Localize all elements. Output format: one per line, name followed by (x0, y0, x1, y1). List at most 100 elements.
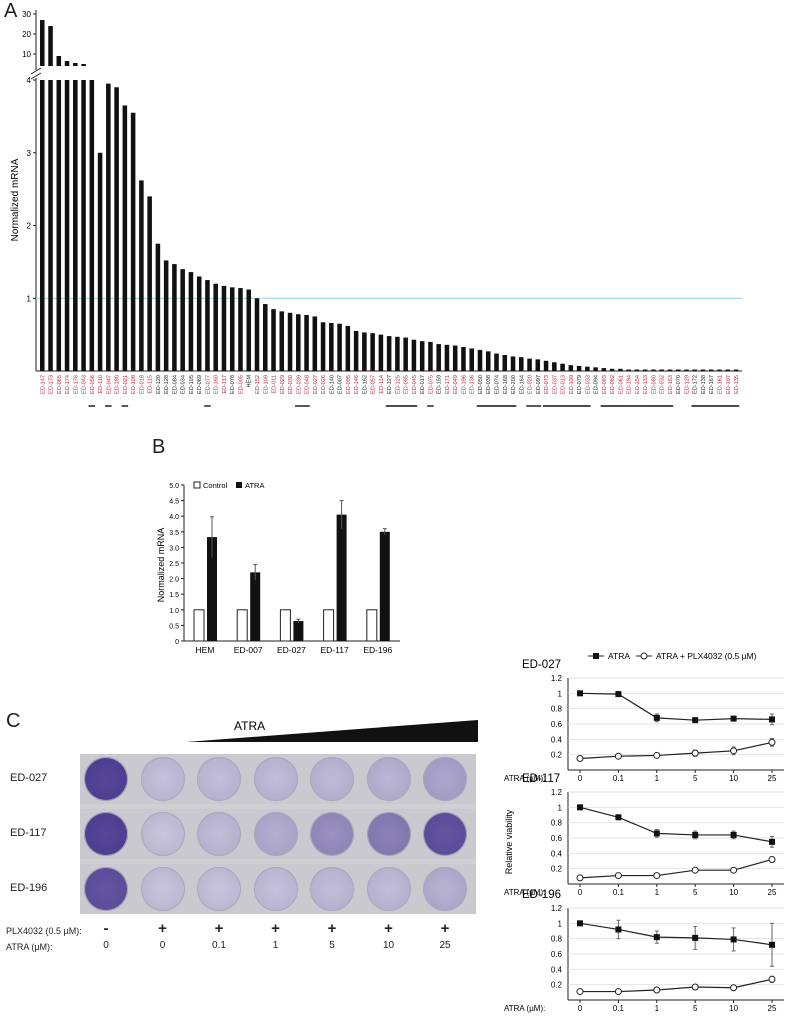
panel-a-category-label: ED-020 (528, 375, 534, 394)
panel-c-plx-point (614, 872, 622, 880)
panel-a-category-label: ED-085 (404, 375, 410, 394)
panel-c-xtick-label: 5 (693, 1004, 698, 1013)
panel-a-bar (320, 322, 326, 371)
panel-c-plx-point (576, 988, 584, 996)
panel-b-ylabel: Normalized mRNA (156, 528, 166, 603)
panel-a-bar (312, 316, 318, 371)
panel-a-bar (502, 354, 508, 371)
panel-a-category-label: ED-136 (470, 375, 476, 394)
panel-c-plx-point (653, 872, 661, 880)
panel-a-bar (461, 346, 466, 371)
condition-value: + (440, 920, 450, 937)
panel-a-bar (196, 276, 202, 371)
panel-b-legend-control: Control (203, 481, 228, 490)
culture-plate (80, 754, 476, 914)
panel-c-plx-point (614, 988, 622, 996)
panel-c-plx-point (614, 752, 622, 760)
culture-well (84, 812, 128, 856)
panel-a-bar (667, 369, 673, 371)
panel-b-atra-bar (336, 514, 347, 641)
panel-c-plx-point (653, 986, 661, 994)
panel-a-category-label: ED-057 (371, 375, 377, 394)
panel-a-ytick-label: 2 (27, 222, 32, 231)
panel-a-category-label: ED-173 (49, 375, 55, 394)
panel-a-bar (370, 333, 375, 371)
panel-c-xtick-label: 0.1 (613, 1004, 625, 1013)
panel-c-ytick-label: 0.2 (551, 751, 563, 760)
panel-c-atra-point (692, 831, 699, 838)
panel-c-legend-plx: ATRA + PLX4032 (0.5 µM) (656, 651, 757, 661)
panel-a-bar (568, 365, 574, 371)
panel-a-category-label: ED-180 (115, 375, 121, 394)
panel-a-bar (205, 280, 210, 371)
condition-value: + (214, 920, 224, 937)
panel-c-ytick-label: 1 (558, 689, 563, 698)
panel-c-xtick-label: 0.1 (613, 774, 625, 783)
panel-a-ytick-label: 10 (22, 50, 31, 59)
panel-a-category-label: ED-135 (734, 375, 740, 394)
panel-a-bar (246, 289, 252, 371)
panel-a-bar (147, 196, 152, 371)
panel-c-atra-line (579, 806, 773, 843)
panel-a-category-label: ED-107 (726, 375, 732, 394)
panel-a-category-label: ED-083 (602, 375, 608, 394)
panel-c-atra-point (653, 830, 660, 837)
panel-a-bar (304, 314, 309, 371)
panel-c-ytick-label: 0.8 (551, 705, 563, 714)
panel-a-category-label: ED-176 (73, 375, 79, 394)
panel-a-axis-break (30, 67, 42, 80)
panel-c-plx-point (768, 855, 776, 863)
panel-c-xtick-label: 25 (768, 1004, 777, 1013)
panel-c-ytick-label: 0.6 (551, 720, 563, 729)
panel-a-bar (238, 288, 243, 371)
culture-well (310, 812, 354, 856)
panel-c-atra-point (577, 804, 583, 811)
panel-c-plx-point (730, 747, 738, 755)
panel-a-ylabel: Normalized mRNA (10, 158, 21, 241)
panel-c-ytick-label: 0.8 (551, 819, 563, 828)
panel-c-plx-point (730, 984, 738, 992)
panel-a-bar (254, 298, 260, 371)
panel-a-bar (428, 341, 433, 371)
panel-a-category-label: ED-164 (519, 375, 525, 394)
panel-c-atra-point (769, 941, 775, 948)
panel-c-ytick-label: 0.4 (551, 849, 563, 858)
panel-a-bar (642, 369, 648, 371)
panel-a-ytick-label: 20 (22, 30, 31, 39)
panel-a-bar (106, 83, 111, 371)
panel-a-bar (585, 366, 590, 371)
panel-b-legend-control-swatch (193, 481, 201, 489)
panel-a-bar (593, 367, 598, 371)
culture-well (366, 757, 411, 801)
panel-a-category-label: ED-171 (445, 375, 451, 394)
panel-c-xtick-label: 0 (578, 1004, 583, 1013)
panel-c-plot-title: ED-027 (522, 659, 561, 671)
panel-b-ytick-label: 0.5 (169, 623, 179, 630)
panel-a-category-label: ED-018 (139, 375, 145, 394)
panel-b-category-label: ED-117 (320, 645, 348, 655)
panel-a-category-label: ED-133 (643, 375, 649, 394)
condition-value: + (158, 920, 167, 937)
panel-a-ytick-label: 30 (22, 10, 31, 19)
condition-value: 0.1 (212, 940, 226, 951)
panel-a-bar (477, 349, 483, 371)
panel-c-xtick-label: 1 (655, 774, 660, 783)
panel-a-bar (48, 80, 53, 371)
panel-a-bar (122, 105, 128, 372)
panel-a-bar (469, 348, 475, 371)
panel-a-category-label: ED-021 (123, 375, 129, 394)
panel-a-bar (403, 337, 408, 371)
panel-a-bar (130, 112, 136, 372)
panel-a-category-label: ED-056 (90, 375, 96, 394)
panel-a-category-label: ED-050 (478, 375, 484, 394)
panel-c-atra-point (615, 926, 622, 933)
panel-c-ytick-label: 1.2 (551, 788, 563, 797)
panel-b-ytick-label: 1.5 (169, 592, 179, 599)
panel-b-letter: B (152, 436, 166, 458)
panel-a-bar (56, 80, 62, 371)
condition-row-label: ATRA (µM): (6, 942, 53, 952)
culture-well (310, 757, 354, 801)
panel-a-category-label: ED-047 (106, 375, 112, 394)
panel-a-bar (436, 344, 441, 371)
